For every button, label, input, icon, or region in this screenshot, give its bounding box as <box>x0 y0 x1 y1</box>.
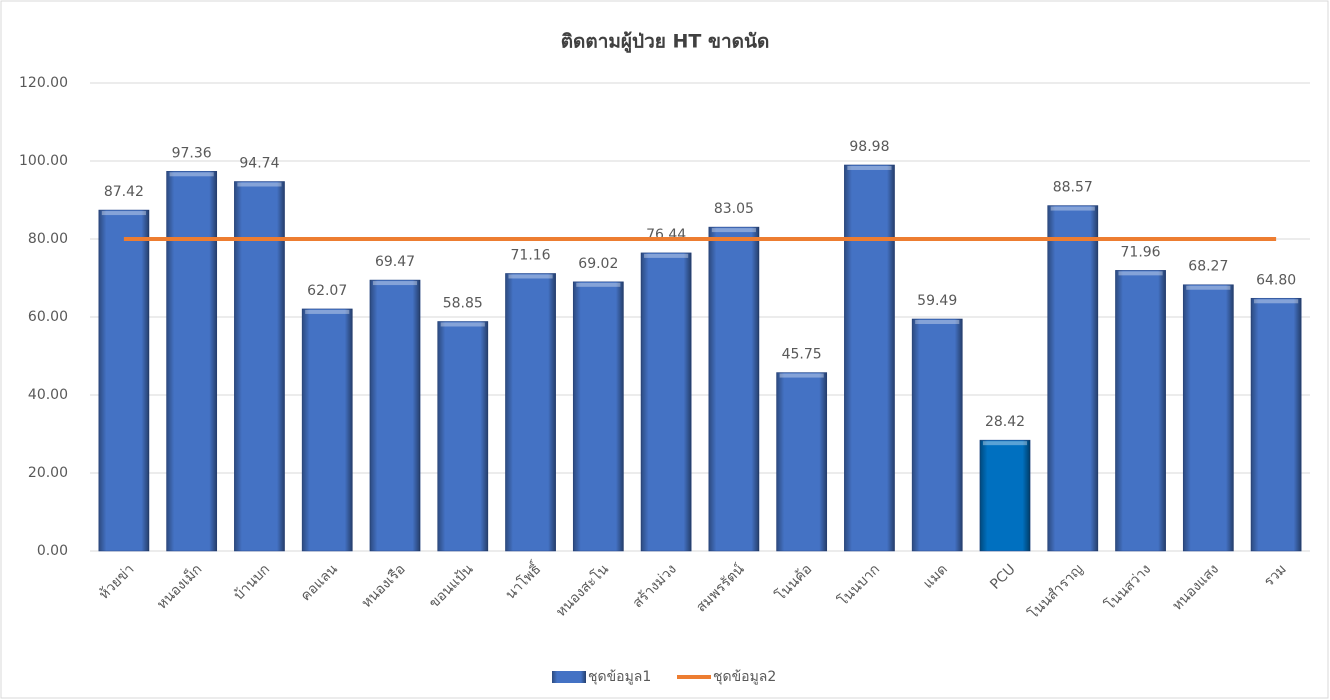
bar-shade <box>302 308 353 551</box>
data-label: 71.96 <box>1121 244 1161 260</box>
y-tick-label: 60.00 <box>28 309 68 325</box>
bar-bevel <box>305 309 350 314</box>
data-label: 69.47 <box>375 254 415 270</box>
y-tick-label: 0.00 <box>37 543 68 559</box>
bar-shade <box>708 227 759 552</box>
bar-shade <box>166 171 217 551</box>
bar-bevel <box>644 253 689 258</box>
data-label: 28.42 <box>985 414 1025 430</box>
y-tick-label: 80.00 <box>28 231 68 247</box>
bar-shade <box>1115 270 1166 551</box>
bar-shade <box>234 181 285 551</box>
bar-shade <box>505 273 556 551</box>
bar-bevel <box>508 274 553 279</box>
bar-shade <box>573 281 624 551</box>
bar-bevel <box>1186 285 1231 290</box>
data-label: 69.02 <box>578 256 618 272</box>
bar-bevel <box>372 281 418 286</box>
data-label: 94.74 <box>239 156 279 172</box>
bar-shade <box>979 440 1031 551</box>
y-tick-label: 120.00 <box>19 75 68 91</box>
data-label: 62.07 <box>307 283 347 299</box>
legend-swatch-shade <box>552 671 586 683</box>
bar-shade <box>844 164 895 551</box>
bar-shade <box>1183 284 1234 551</box>
data-label: 58.85 <box>443 295 483 311</box>
data-label: 64.80 <box>1256 272 1296 288</box>
bar-shade <box>1047 205 1098 551</box>
legend-label: ชุดข้อมูล2 <box>713 669 776 685</box>
bar-bevel <box>915 319 960 324</box>
chart-title: ติดตามผู้ป่วย HT ขาดนัด <box>561 31 770 54</box>
bar-bevel <box>237 182 282 187</box>
data-label: 59.49 <box>917 293 957 309</box>
bar-bevel <box>1254 299 1299 304</box>
bar-bevel <box>1050 206 1095 211</box>
data-label: 71.16 <box>511 247 551 263</box>
y-tick-label: 100.00 <box>19 153 68 169</box>
bar-bevel <box>847 165 892 170</box>
bar-shade <box>912 318 963 551</box>
bar-bevel <box>440 322 485 327</box>
bar-bevel <box>779 373 824 378</box>
bar-shade <box>98 210 149 551</box>
data-label: 98.98 <box>849 139 889 155</box>
data-label: 83.05 <box>714 201 754 217</box>
bar-bevel <box>711 228 756 233</box>
bar-shade <box>776 372 827 551</box>
bar-shade <box>369 280 421 551</box>
y-tick-label: 40.00 <box>28 387 68 403</box>
legend-label: ชุดข้อมูล1 <box>588 669 651 685</box>
data-label: 45.75 <box>782 347 822 363</box>
data-label: 97.36 <box>172 145 212 161</box>
data-label: 68.27 <box>1188 259 1228 275</box>
bar-bevel <box>576 282 621 287</box>
bar-bevel <box>982 441 1028 446</box>
bar-bevel <box>1118 271 1163 276</box>
y-tick-label: 20.00 <box>28 465 68 481</box>
data-label: 88.57 <box>1053 180 1093 196</box>
data-label: 87.42 <box>104 184 144 200</box>
bar-bevel <box>101 211 146 216</box>
bar-shade <box>1251 298 1302 551</box>
bar-shade <box>437 321 488 551</box>
bar-shade <box>641 252 692 551</box>
bar-bevel <box>169 172 214 177</box>
